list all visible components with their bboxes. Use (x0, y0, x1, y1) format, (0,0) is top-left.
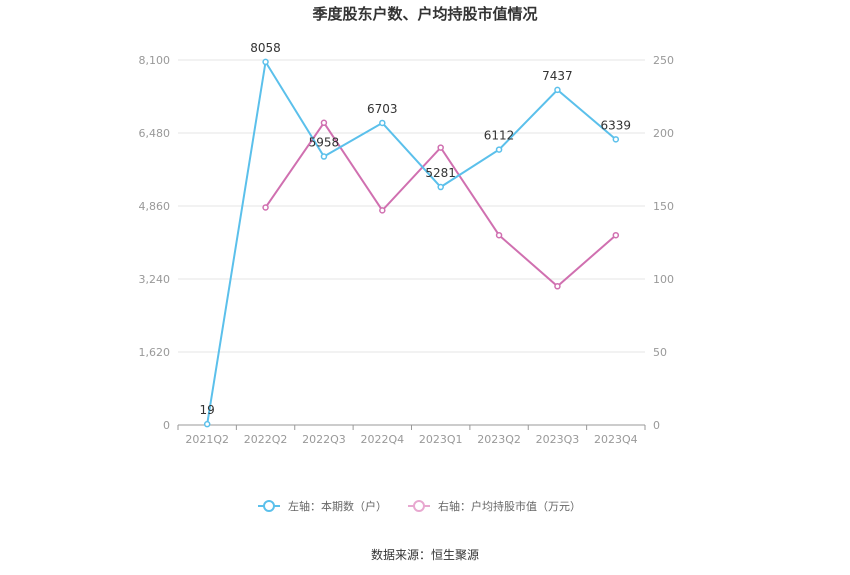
x-tick-label: 2022Q2 (244, 433, 288, 446)
data-label: 7437 (542, 69, 573, 83)
left-tick-label: 4,860 (139, 200, 171, 213)
data-point-right (379, 207, 386, 214)
data-label: 6339 (601, 118, 632, 132)
x-tick-label: 2023Q1 (419, 433, 463, 446)
x-axis: 2021Q2 2022Q2 2022Q3 2022Q4 2023Q1 2023Q2 2023… (177, 424, 646, 446)
data-point-right (612, 231, 620, 239)
data-point-right (437, 144, 444, 151)
left-tick-label: 1,620 (139, 346, 171, 359)
right-tick-label: 250 (653, 54, 674, 67)
data-label: 6112 (484, 129, 515, 143)
data-point-right (262, 204, 269, 211)
data-label: 5958 (309, 136, 340, 150)
right-tick-label: 150 (653, 200, 674, 213)
legend-label-right: 右轴：户均持股市值（万元） (438, 499, 581, 513)
grid (178, 59, 645, 426)
data-point-left (379, 119, 386, 127)
data-label: 8058 (250, 41, 281, 55)
data-point-left (612, 136, 620, 143)
x-tick-label: 2022Q4 (360, 433, 404, 446)
x-tick-label: 2023Q2 (477, 433, 521, 446)
data-point-left (320, 153, 328, 160)
data-point-left (554, 86, 561, 94)
chart-title: 季度股东户数、户均持股市值情况 (312, 5, 537, 23)
legend-item-right-series[interactable]: 右轴：户均持股市值（万元） (408, 499, 581, 513)
x-tick-label: 2023Q3 (536, 433, 580, 446)
right-axis: 0 50 100 150 200 250 (653, 54, 674, 432)
data-label: 6703 (367, 102, 398, 116)
x-tick-label: 2021Q2 (185, 433, 229, 446)
data-point-left (262, 58, 269, 66)
data-source: 数据来源：恒生聚源 (371, 547, 479, 562)
legend-item-left-series[interactable]: 左轴：本期数（户） (258, 499, 387, 513)
legend-label-left: 左轴：本期数（户） (288, 499, 387, 513)
data-label: 19 (200, 403, 215, 417)
data-point-right (554, 283, 561, 290)
right-tick-label: 100 (653, 273, 674, 286)
data-label: 5281 (425, 166, 456, 180)
data-labels: 19 8058 5958 6703 5281 6112 7437 6339 (200, 41, 632, 417)
left-tick-label: 3,240 (139, 273, 171, 286)
data-point-left (203, 420, 211, 428)
left-tick-label: 0 (163, 419, 170, 432)
data-point-right (495, 231, 503, 239)
data-point-left (495, 146, 503, 153)
legend-marker-icon (263, 500, 275, 512)
series-lines (203, 58, 620, 428)
data-point-left (437, 183, 444, 191)
data-point-right (320, 119, 328, 127)
legend[interactable]: 左轴：本期数（户） 右轴：户均持股市值（万元） (258, 499, 581, 513)
legend-marker-icon (413, 500, 425, 512)
x-tick-label: 2023Q4 (594, 433, 638, 446)
right-tick-label: 0 (653, 419, 660, 432)
x-tick-label: 2022Q3 (302, 433, 346, 446)
series-line-left (206, 59, 617, 425)
left-tick-label: 6,480 (139, 127, 171, 140)
left-tick-label: 8,100 (139, 54, 171, 67)
right-tick-label: 50 (653, 346, 667, 359)
right-tick-label: 200 (653, 127, 674, 140)
left-axis: 0 1,620 3,240 4,860 6,480 8,100 (139, 54, 171, 432)
